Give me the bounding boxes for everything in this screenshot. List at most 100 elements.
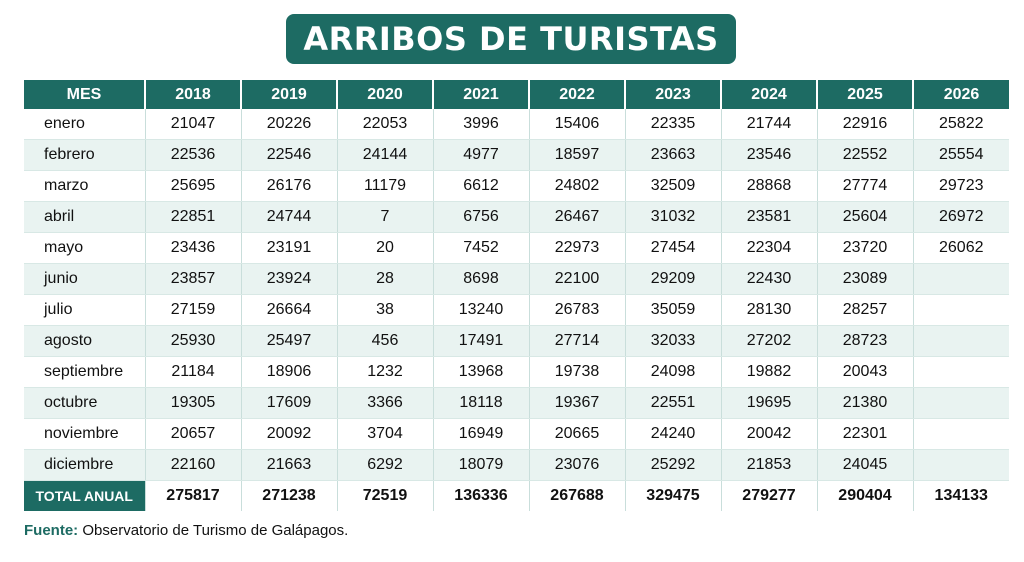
column-header-year: 2024 — [721, 80, 818, 109]
tourist-arrivals-table-container: MES 2018 2019 2020 2021 2022 2023 2024 2… — [24, 80, 1009, 511]
value-cell: 22916 — [817, 109, 914, 140]
value-cell: 6756 — [433, 201, 530, 233]
value-cell: 25554 — [913, 139, 1009, 171]
tourist-arrivals-table: MES 2018 2019 2020 2021 2022 2023 2024 2… — [24, 80, 1009, 511]
value-cell: 22304 — [721, 232, 818, 264]
table-row: marzo 25695 26176 11179 6612 24802 32509 28868 2… — [24, 170, 1009, 202]
value-cell: 26467 — [529, 201, 626, 233]
value-cell: 3366 — [337, 387, 434, 419]
value-cell: 24802 — [529, 170, 626, 202]
value-cell: 21047 — [145, 109, 242, 140]
value-cell: 22851 — [145, 201, 242, 233]
value-cell: 26176 — [241, 170, 338, 202]
value-cell: 24744 — [241, 201, 338, 233]
total-cell: 271238 — [241, 480, 338, 511]
column-header-month: MES — [24, 80, 146, 109]
value-cell — [913, 325, 1009, 357]
value-cell: 23857 — [145, 263, 242, 295]
value-cell: 20226 — [241, 109, 338, 140]
value-cell: 27714 — [529, 325, 626, 357]
value-cell: 16949 — [433, 418, 530, 450]
title-banner: ARRIBOS DE TURISTAS — [286, 14, 736, 64]
value-cell: 23663 — [625, 139, 722, 171]
total-label: TOTAL ANUAL — [24, 480, 146, 511]
value-cell: 18079 — [433, 449, 530, 481]
column-header-year: 2026 — [913, 80, 1009, 109]
value-cell: 19695 — [721, 387, 818, 419]
value-cell: 20 — [337, 232, 434, 264]
column-header-year: 2019 — [241, 80, 338, 109]
value-cell: 23546 — [721, 139, 818, 171]
table-row: mayo 23436 23191 20 7452 22973 27454 22304 23720… — [24, 232, 1009, 264]
month-cell: febrero — [24, 139, 146, 171]
month-cell: octubre — [24, 387, 146, 419]
value-cell: 23436 — [145, 232, 242, 264]
value-cell: 456 — [337, 325, 434, 357]
column-header-year: 2018 — [145, 80, 242, 109]
value-cell: 28723 — [817, 325, 914, 357]
table-row: octubre 19305 17609 3366 18118 19367 22551 1969… — [24, 387, 1009, 419]
value-cell: 22536 — [145, 139, 242, 171]
value-cell: 26972 — [913, 201, 1009, 233]
value-cell: 6612 — [433, 170, 530, 202]
value-cell: 24240 — [625, 418, 722, 450]
value-cell: 23191 — [241, 232, 338, 264]
total-cell: 134133 — [913, 480, 1009, 511]
value-cell: 3704 — [337, 418, 434, 450]
value-cell: 22430 — [721, 263, 818, 295]
month-cell: diciembre — [24, 449, 146, 481]
table-row: febrero 22536 22546 24144 4977 18597 23663 2354… — [24, 139, 1009, 171]
total-cell: 329475 — [625, 480, 722, 511]
value-cell: 22335 — [625, 109, 722, 140]
value-cell: 38 — [337, 294, 434, 326]
value-cell: 32509 — [625, 170, 722, 202]
value-cell: 4977 — [433, 139, 530, 171]
month-cell: agosto — [24, 325, 146, 357]
total-cell: 72519 — [337, 480, 434, 511]
value-cell: 22053 — [337, 109, 434, 140]
value-cell: 19738 — [529, 356, 626, 388]
value-cell: 23720 — [817, 232, 914, 264]
month-cell: marzo — [24, 170, 146, 202]
value-cell: 20042 — [721, 418, 818, 450]
value-cell: 27202 — [721, 325, 818, 357]
value-cell: 19882 — [721, 356, 818, 388]
value-cell — [913, 356, 1009, 388]
source-text: Observatorio de Turismo de Galápagos. — [82, 522, 349, 539]
table-row: enero 21047 20226 22053 3996 15406 22335 21744 2… — [24, 109, 1009, 140]
value-cell: 3996 — [433, 109, 530, 140]
page-title: ARRIBOS DE TURISTAS — [303, 20, 719, 58]
value-cell: 27159 — [145, 294, 242, 326]
value-cell: 19367 — [529, 387, 626, 419]
value-cell: 23924 — [241, 263, 338, 295]
month-cell: junio — [24, 263, 146, 295]
value-cell: 13240 — [433, 294, 530, 326]
value-cell: 25497 — [241, 325, 338, 357]
table-row: agosto 25930 25497 456 17491 27714 32033 27202 2… — [24, 325, 1009, 357]
value-cell: 18906 — [241, 356, 338, 388]
value-cell: 32033 — [625, 325, 722, 357]
column-header-year: 2025 — [817, 80, 914, 109]
value-cell: 21380 — [817, 387, 914, 419]
value-cell: 22100 — [529, 263, 626, 295]
value-cell: 23076 — [529, 449, 626, 481]
value-cell — [913, 449, 1009, 481]
table-row: julio 27159 26664 38 13240 26783 35059 28130 282… — [24, 294, 1009, 326]
value-cell: 23089 — [817, 263, 914, 295]
value-cell: 26062 — [913, 232, 1009, 264]
column-header-year: 2023 — [625, 80, 722, 109]
value-cell: 21744 — [721, 109, 818, 140]
value-cell: 31032 — [625, 201, 722, 233]
total-row: TOTAL ANUAL 275817 271238 72519 136336 2… — [24, 480, 1009, 511]
value-cell — [913, 387, 1009, 419]
value-cell: 7452 — [433, 232, 530, 264]
table-row: abril 22851 24744 7 6756 26467 31032 23581 25604… — [24, 201, 1009, 233]
value-cell: 21853 — [721, 449, 818, 481]
value-cell: 29209 — [625, 263, 722, 295]
value-cell: 28257 — [817, 294, 914, 326]
table-row: noviembre 20657 20092 3704 16949 20665 24240 20… — [24, 418, 1009, 450]
value-cell: 24098 — [625, 356, 722, 388]
total-cell: 290404 — [817, 480, 914, 511]
value-cell: 22551 — [625, 387, 722, 419]
value-cell: 7 — [337, 201, 434, 233]
